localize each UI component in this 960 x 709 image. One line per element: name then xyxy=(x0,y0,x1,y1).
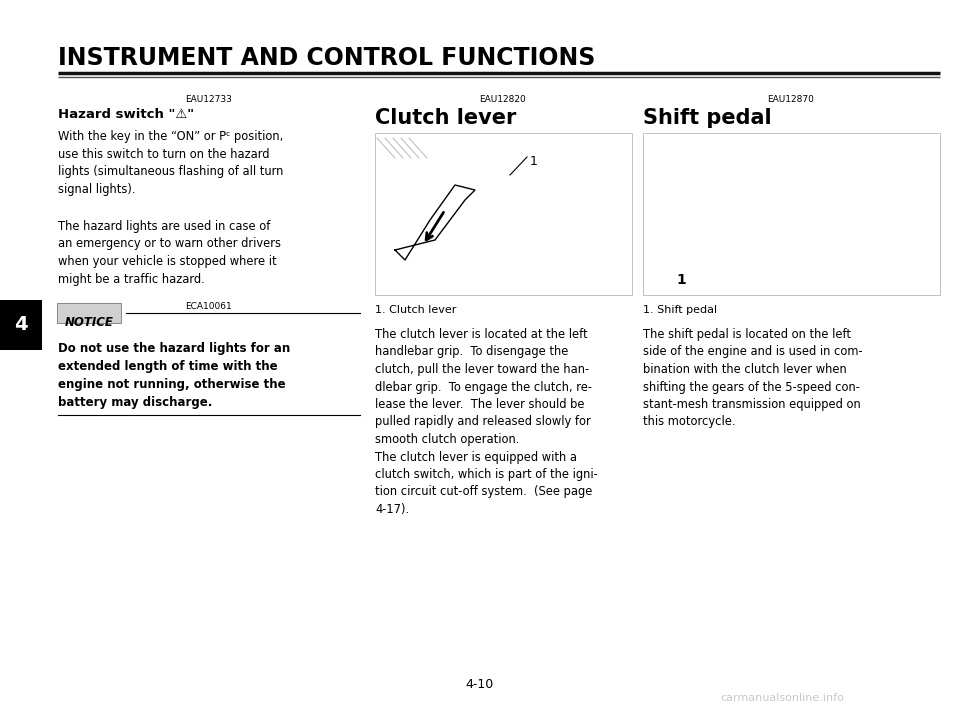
Text: Do not use the hazard lights for an
extended length of time with the
engine not : Do not use the hazard lights for an exte… xyxy=(58,342,290,409)
Text: 1: 1 xyxy=(530,155,538,168)
Bar xyxy=(0,300,42,350)
Text: Hazard switch "⚠": Hazard switch "⚠" xyxy=(58,108,194,121)
Text: EAU12820: EAU12820 xyxy=(480,95,526,104)
Text: EAU12870: EAU12870 xyxy=(768,95,814,104)
Text: 1: 1 xyxy=(676,273,685,287)
Text: The hazard lights are used in case of
an emergency or to warn other drivers
when: The hazard lights are used in case of an… xyxy=(58,220,281,286)
Text: NOTICE: NOTICE xyxy=(64,316,113,330)
Text: The shift pedal is located on the left
side of the engine and is used in com-
bi: The shift pedal is located on the left s… xyxy=(643,328,863,428)
Text: With the key in the “ON” or Pᶜ position,
use this switch to turn on the hazard
l: With the key in the “ON” or Pᶜ position,… xyxy=(58,130,283,196)
Text: 4: 4 xyxy=(14,316,28,335)
Text: ECA10061: ECA10061 xyxy=(185,302,232,311)
Text: Shift pedal: Shift pedal xyxy=(643,108,772,128)
Text: EAU12733: EAU12733 xyxy=(185,95,232,104)
Bar xyxy=(643,133,940,295)
Text: 4-10: 4-10 xyxy=(466,679,494,691)
Text: The clutch lever is located at the left
handlebar grip.  To disengage the
clutch: The clutch lever is located at the left … xyxy=(375,328,598,516)
Text: Clutch lever: Clutch lever xyxy=(375,108,516,128)
Text: 1. Clutch lever: 1. Clutch lever xyxy=(375,305,456,315)
Text: 1. Shift pedal: 1. Shift pedal xyxy=(643,305,717,315)
FancyBboxPatch shape xyxy=(57,303,121,323)
Text: INSTRUMENT AND CONTROL FUNCTIONS: INSTRUMENT AND CONTROL FUNCTIONS xyxy=(58,46,595,70)
Text: carmanualsonline.info: carmanualsonline.info xyxy=(720,693,844,703)
Bar xyxy=(375,133,632,295)
